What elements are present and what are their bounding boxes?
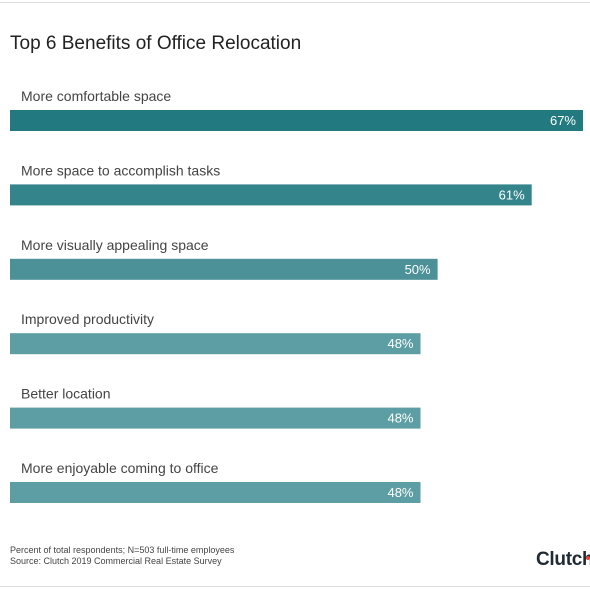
bar — [10, 333, 421, 355]
bar — [10, 482, 421, 503]
data-label: 48% — [387, 336, 413, 351]
data-label: 67% — [550, 113, 576, 128]
category-label: More visually appealing space — [21, 237, 209, 253]
data-label: 48% — [387, 485, 413, 500]
data-label: 61% — [499, 187, 525, 202]
category-label: More space to accomplish tasks — [21, 162, 220, 178]
data-label: 48% — [387, 411, 413, 426]
data-label: 50% — [405, 262, 431, 277]
chart-title: Top 6 Benefits of Office Relocation — [10, 33, 302, 54]
footnote-source: Source: Clutch 2019 Commercial Real Esta… — [10, 556, 222, 566]
bar — [10, 407, 421, 429]
footnote-respondents: Percent of total respondents; N=503 full… — [10, 545, 235, 555]
bottom-divider — [0, 586, 590, 587]
logo-accent-dot — [586, 556, 590, 560]
bar — [10, 184, 532, 206]
top-divider — [0, 2, 590, 3]
bar — [10, 258, 438, 280]
clutch-logo: Clutch — [536, 549, 590, 570]
bar — [10, 110, 583, 131]
category-label: Better location — [21, 386, 111, 402]
category-label: Improved productivity — [21, 311, 154, 327]
category-label: More comfortable space — [21, 88, 171, 104]
category-label: More enjoyable coming to office — [21, 460, 219, 476]
footnote: Percent of total respondents; N=503 full… — [10, 545, 234, 567]
